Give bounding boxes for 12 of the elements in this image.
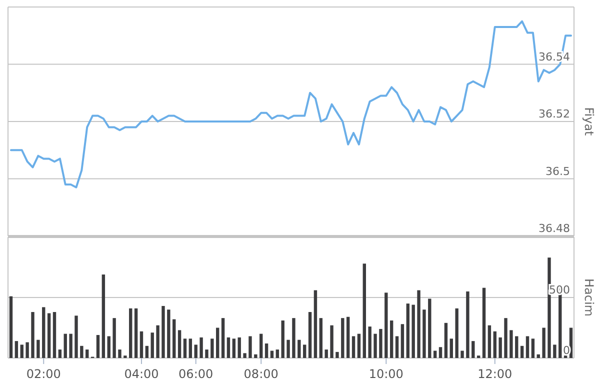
- y-tick-label: 36.52: [538, 108, 570, 120]
- x-tick-label: 02:00: [26, 367, 61, 381]
- x-tick-label: 08:00: [244, 367, 278, 381]
- y-tick-label: 36.48: [538, 222, 570, 235]
- y-axis-title: Hacim: [582, 278, 596, 316]
- y-axis-title: Fiyat: [582, 107, 596, 136]
- x-tick-label: 12:00: [478, 367, 512, 381]
- x-tick-label: 06:00: [178, 367, 214, 381]
- y-tick-label: 0: [563, 344, 570, 357]
- y-tick-label: 36.5: [546, 164, 570, 178]
- x-tick-label: 10:00: [368, 367, 404, 381]
- x-tick-label: 04:00: [124, 367, 159, 381]
